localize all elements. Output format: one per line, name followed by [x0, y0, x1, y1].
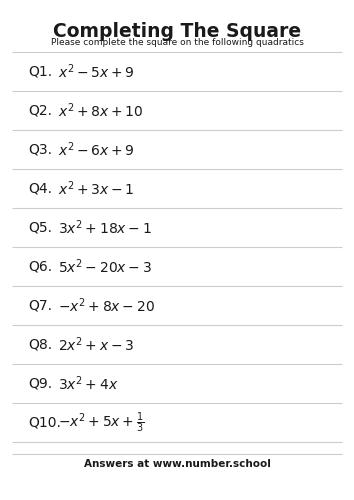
Text: Q5.: Q5.: [28, 220, 52, 234]
Text: Q8.: Q8.: [28, 338, 52, 351]
Text: Q6.: Q6.: [28, 260, 52, 274]
Text: $2x^2 + x - 3$: $2x^2 + x - 3$: [58, 335, 134, 354]
Text: $x^2 + 8x + 10$: $x^2 + 8x + 10$: [58, 101, 143, 120]
Text: Q9.: Q9.: [28, 376, 52, 390]
Text: $3x^2 + 18x - 1$: $3x^2 + 18x - 1$: [58, 218, 152, 237]
Text: Answers at www.number.school: Answers at www.number.school: [84, 459, 270, 469]
Text: Q7.: Q7.: [28, 298, 52, 312]
Text: $-x^2 + 8x - 20$: $-x^2 + 8x - 20$: [58, 296, 155, 315]
Text: $-x^2 + 5x + \frac{1}{3}$: $-x^2 + 5x + \frac{1}{3}$: [58, 410, 144, 434]
Text: Completing The Square: Completing The Square: [53, 22, 301, 41]
Text: Q1.: Q1.: [28, 64, 52, 78]
Text: Q10.: Q10.: [28, 416, 61, 430]
Text: Please complete the square on the following quadratics: Please complete the square on the follow…: [51, 38, 303, 47]
Text: Q2.: Q2.: [28, 104, 52, 118]
Text: $x^2 - 6x + 9$: $x^2 - 6x + 9$: [58, 140, 135, 159]
Text: $3x^2 + 4x$: $3x^2 + 4x$: [58, 374, 119, 393]
Text: Q3.: Q3.: [28, 142, 52, 156]
Text: Q4.: Q4.: [28, 182, 52, 196]
Text: $5x^2 - 20x - 3$: $5x^2 - 20x - 3$: [58, 257, 152, 276]
Text: $x^2 - 5x + 9$: $x^2 - 5x + 9$: [58, 62, 135, 81]
Text: $x^2 + 3x - 1$: $x^2 + 3x - 1$: [58, 179, 135, 198]
